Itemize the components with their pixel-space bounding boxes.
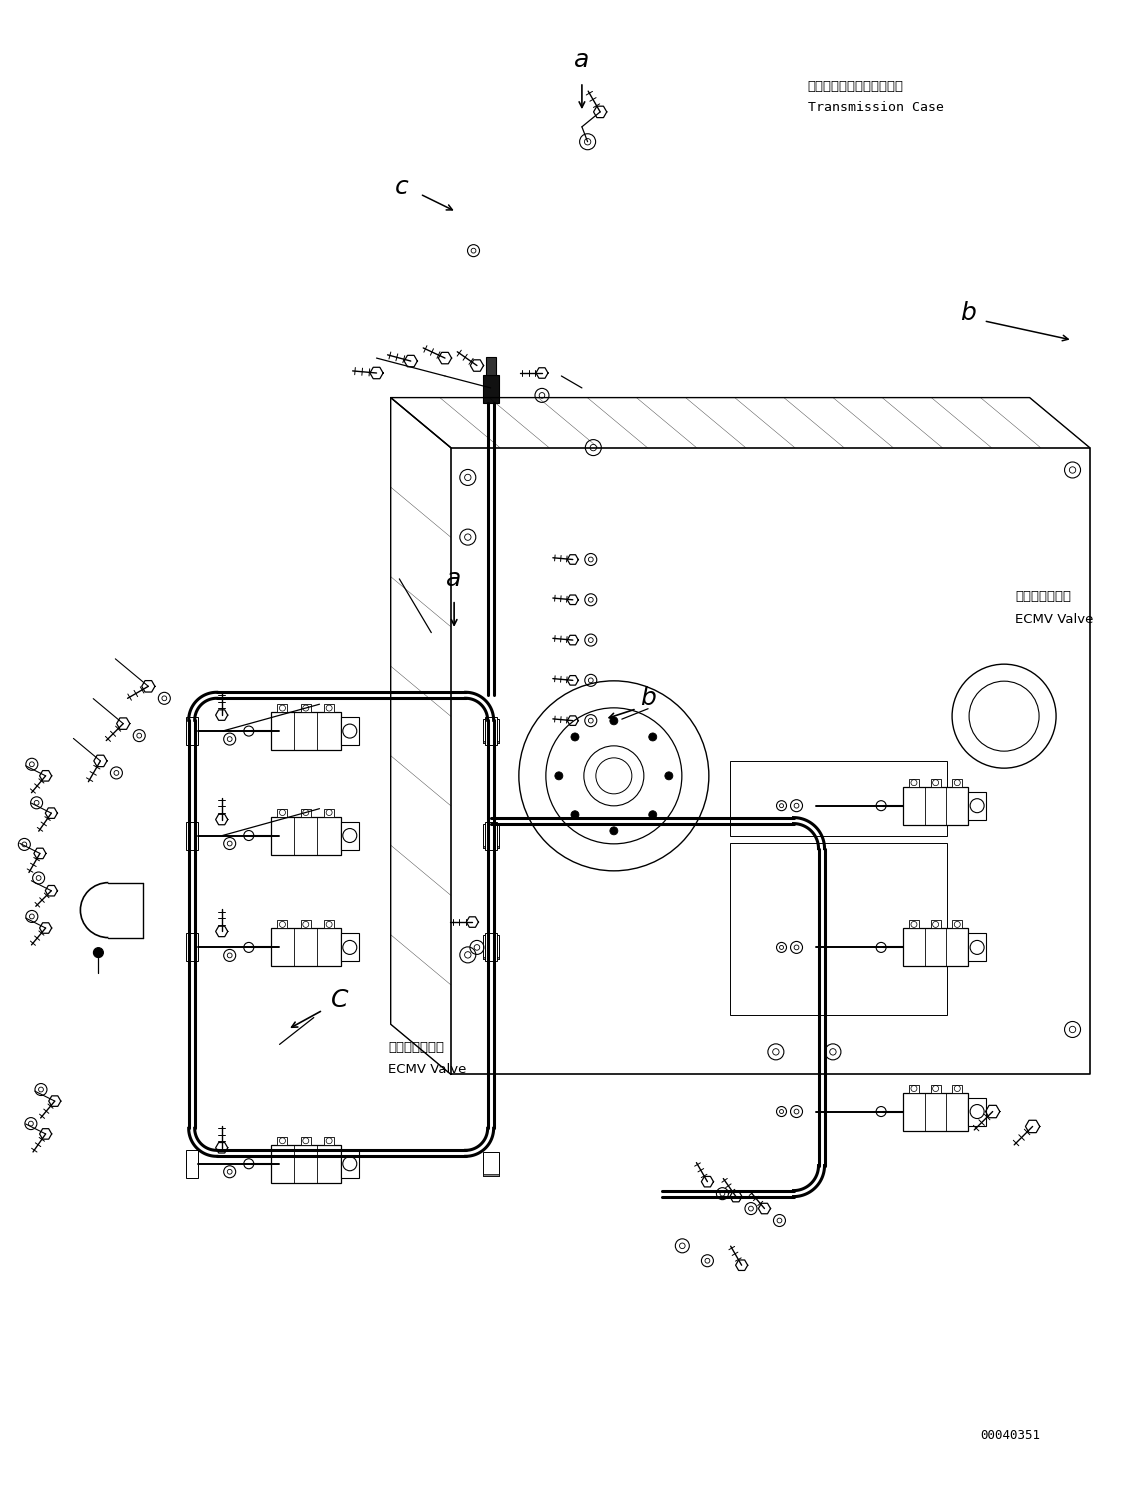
Bar: [270, 712, 341, 750]
Bar: [270, 1144, 341, 1183]
Text: 00040351: 00040351: [980, 1429, 1039, 1441]
Bar: [483, 958, 499, 959]
Bar: [730, 843, 947, 1015]
Bar: [277, 809, 288, 816]
Bar: [968, 792, 986, 819]
Text: ＥＣＭＶバルブ: ＥＣＭＶバルブ: [388, 1041, 444, 1053]
Bar: [485, 822, 496, 849]
Bar: [324, 921, 334, 928]
Bar: [730, 761, 947, 836]
Circle shape: [665, 771, 673, 780]
Bar: [186, 822, 197, 849]
Bar: [186, 934, 197, 961]
Text: a: a: [574, 48, 590, 72]
Bar: [301, 809, 310, 816]
Bar: [953, 779, 962, 786]
Circle shape: [609, 827, 618, 836]
Bar: [301, 704, 310, 712]
Text: Transmission Case: Transmission Case: [808, 101, 944, 113]
Bar: [904, 786, 968, 825]
Bar: [968, 934, 986, 961]
Bar: [186, 1150, 197, 1177]
Bar: [931, 921, 940, 928]
Bar: [968, 1098, 986, 1125]
Text: ＥＣＭＶバルブ: ＥＣＭＶバルブ: [1015, 591, 1071, 603]
Bar: [953, 1085, 962, 1092]
Bar: [341, 718, 358, 745]
Bar: [953, 921, 962, 928]
Bar: [483, 935, 499, 959]
Bar: [483, 824, 499, 847]
Bar: [483, 374, 499, 403]
Bar: [341, 822, 358, 849]
Bar: [324, 1137, 334, 1144]
Circle shape: [570, 810, 578, 819]
Circle shape: [609, 716, 618, 725]
Bar: [277, 921, 288, 928]
Bar: [301, 921, 310, 928]
Bar: [931, 1085, 940, 1092]
Bar: [270, 816, 341, 855]
Bar: [341, 1150, 358, 1177]
Bar: [483, 719, 499, 743]
Bar: [341, 934, 358, 961]
Circle shape: [649, 733, 657, 742]
Text: C: C: [331, 988, 349, 1012]
Bar: [485, 934, 496, 961]
Bar: [324, 704, 334, 712]
Text: ECMV Valve: ECMV Valve: [1015, 613, 1094, 625]
Bar: [909, 779, 919, 786]
Bar: [909, 1085, 919, 1092]
Bar: [909, 921, 919, 928]
Circle shape: [555, 771, 563, 780]
Bar: [270, 928, 341, 967]
Bar: [904, 928, 968, 967]
Bar: [904, 1092, 968, 1131]
Bar: [483, 742, 499, 743]
Bar: [485, 718, 496, 745]
Bar: [483, 1174, 499, 1176]
Bar: [186, 718, 197, 745]
Circle shape: [649, 810, 657, 819]
Text: b: b: [640, 686, 656, 710]
Text: b: b: [960, 301, 976, 325]
Bar: [324, 809, 334, 816]
Text: c: c: [395, 175, 408, 198]
Circle shape: [570, 733, 578, 742]
Bar: [301, 1137, 310, 1144]
Text: トランスミッションケース: トランスミッションケース: [808, 81, 904, 93]
Bar: [277, 704, 288, 712]
Bar: [483, 1152, 499, 1176]
Bar: [931, 779, 940, 786]
Bar: [277, 1137, 288, 1144]
Text: ECMV Valve: ECMV Valve: [388, 1064, 467, 1076]
Bar: [486, 357, 495, 374]
Circle shape: [94, 947, 104, 958]
Text: a: a: [446, 567, 462, 591]
Bar: [483, 846, 499, 847]
